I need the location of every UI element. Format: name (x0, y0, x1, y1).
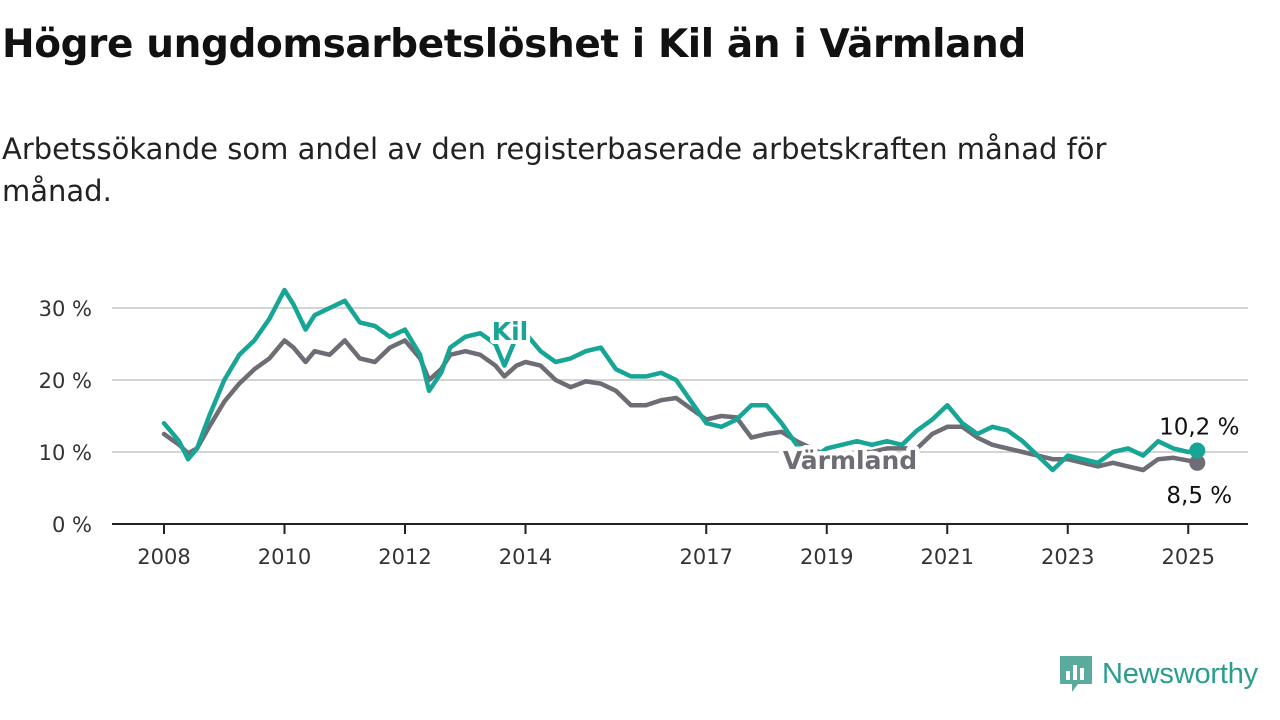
annotation-labels: 8,5 % 10,2 % Kil Värmland (488, 313, 1240, 509)
series-group (161, 287, 1206, 473)
brand-logo: Newsworthy (1058, 654, 1258, 694)
y-tick-label: 0 % (52, 513, 92, 537)
x-tick-label: 2008 (137, 545, 190, 569)
series-end-point (1189, 454, 1206, 471)
y-tick-label: 20 % (39, 369, 92, 393)
x-tick-label: 2023 (1041, 545, 1094, 569)
gridlines (112, 307, 1248, 453)
x-tick-label: 2025 (1162, 545, 1215, 569)
brand-name: Newsworthy (1102, 657, 1258, 690)
x-axis-ticks: 2008 2010 2012 2014 2017 2019 2021 2023 2025 (137, 524, 1215, 569)
chart-title: Högre ungdomsarbetslöshet i Kil än i Vär… (2, 22, 1026, 67)
x-tick-label: 2017 (680, 545, 733, 569)
y-tick-label: 30 % (39, 297, 92, 321)
x-tick-label: 2010 (258, 545, 311, 569)
x-tick-label: 2019 (800, 545, 853, 569)
varmland-end-label: 8,5 % (1166, 483, 1232, 509)
x-tick-label: 2021 (921, 545, 974, 569)
x-tick-label: 2012 (378, 545, 431, 569)
line-chart: 0 % 10 % 20 % 30 % 2008 2010 2012 2014 2017 2019… (39, 287, 1248, 569)
x-tick-label: 2014 (499, 545, 552, 569)
series-line-vrmland (161, 338, 1200, 473)
newsworthy-logo-icon (1060, 656, 1092, 692)
y-tick-label: 10 % (39, 441, 92, 465)
kil-series-label: Kil (492, 317, 529, 346)
series-end-point (1189, 442, 1206, 459)
series-line-kil (161, 287, 1200, 473)
varmland-series-label: Värmland (783, 446, 917, 475)
kil-end-label: 10,2 % (1159, 415, 1239, 441)
chart-subtitle: Arbetssökande som andel av den registerb… (2, 132, 1107, 208)
y-axis-ticks: 0 % 10 % 20 % 30 % (39, 297, 92, 537)
